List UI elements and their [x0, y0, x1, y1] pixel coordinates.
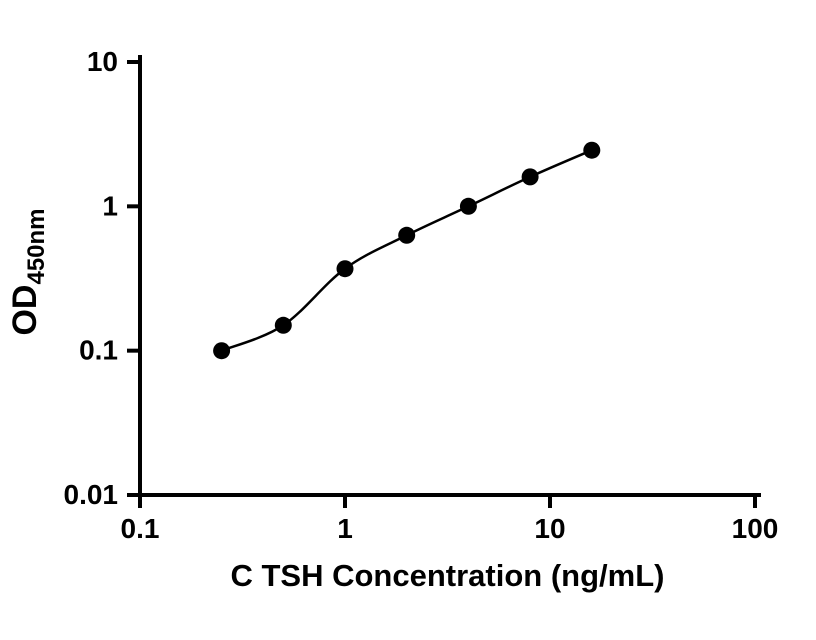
y-axis-title-main: OD: [6, 285, 44, 336]
y-tick-label: 0.1: [79, 335, 118, 366]
x-tick-label: 100: [732, 513, 779, 544]
axes-spines: [138, 55, 761, 497]
x-tick-label: 1: [337, 513, 353, 544]
y-tick-label: 1: [102, 190, 118, 221]
x-tick-label: 0.1: [121, 513, 160, 544]
y-tick-label: 10: [87, 46, 118, 77]
y-tick-label: 0.01: [64, 479, 119, 510]
data-point: [274, 316, 292, 334]
data-point: [583, 141, 601, 159]
data-point: [213, 342, 231, 360]
y-axis-title-subscript: 450nm: [23, 208, 50, 284]
x-tick-label: 10: [534, 513, 565, 544]
data-point: [521, 168, 539, 186]
data-point: [398, 226, 416, 244]
data-point: [336, 260, 354, 278]
data-point: [459, 197, 477, 215]
y-axis-title: OD450nm: [6, 208, 50, 335]
x-axis-title: C TSH Concentration (ng/mL): [231, 558, 665, 593]
